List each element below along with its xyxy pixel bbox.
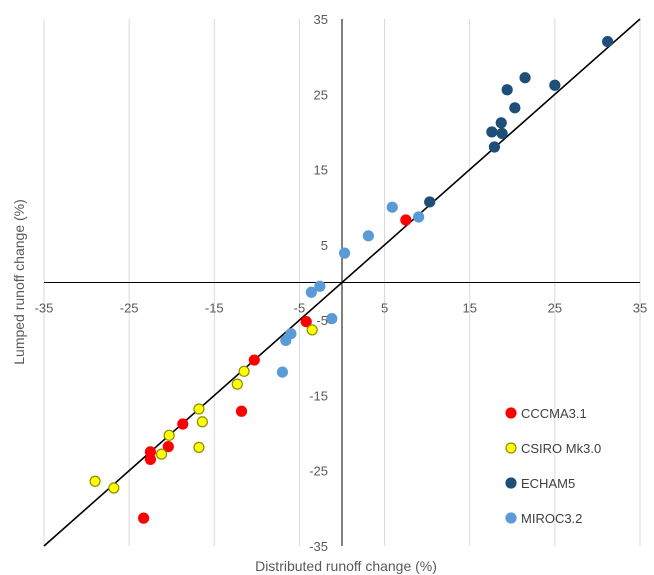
data-point <box>386 201 398 213</box>
reference-line-group <box>43 18 641 547</box>
data-point <box>549 79 561 91</box>
data-point <box>177 418 189 430</box>
data-point <box>486 126 498 138</box>
legend: CCCMA3.1 CSIRO Mk3.0 ECHAM5 MIROC3.2 <box>505 406 601 526</box>
data-point <box>193 441 205 453</box>
x-tick-label: 35 <box>633 301 647 316</box>
data-point <box>162 441 174 453</box>
data-point <box>163 429 175 441</box>
data-point <box>155 448 168 460</box>
legend-label: CSIRO Mk3.0 <box>521 441 601 456</box>
legend-marker <box>505 477 517 489</box>
data-points <box>89 35 614 524</box>
x-tick-label: -5 <box>294 301 306 316</box>
data-point <box>238 365 250 377</box>
data-point <box>196 416 208 428</box>
y-tick-label: 5 <box>321 238 328 253</box>
legend-marker <box>505 407 517 419</box>
data-point <box>276 366 288 378</box>
y-tick-label: -5 <box>316 313 328 328</box>
data-point <box>495 117 507 129</box>
legend-label: ECHAM5 <box>521 476 575 491</box>
y-tick-label: 15 <box>314 163 328 178</box>
y-tick-label: -35 <box>309 539 328 554</box>
data-point <box>306 324 318 336</box>
data-point <box>400 214 412 226</box>
data-point <box>362 230 374 242</box>
data-point <box>248 354 260 366</box>
y-tick-label: 35 <box>314 12 328 27</box>
x-tick-label: -15 <box>205 301 224 316</box>
x-tick-label: 25 <box>548 301 562 316</box>
data-point <box>488 141 501 153</box>
data-point <box>231 378 243 390</box>
data-point <box>193 403 205 415</box>
data-point <box>519 72 531 84</box>
data-point <box>314 280 326 292</box>
legend-label: MIROC3.2 <box>521 511 582 526</box>
data-point <box>144 453 157 466</box>
data-point <box>300 316 312 328</box>
tick-labels: -35 -25 -15 -5 5 15 25 35 -35 -25 -15 -5 5 15 25 35 <box>35 12 648 554</box>
one-to-one-line <box>43 18 641 547</box>
data-point <box>338 247 351 259</box>
y-axis-title: Lumped runoff change (%) <box>11 199 27 365</box>
y-tick-label: 25 <box>314 87 328 102</box>
x-axis-title: Distributed runoff change (%) <box>255 558 437 574</box>
data-point <box>108 482 120 494</box>
legend-label: CCCMA3.1 <box>521 406 587 421</box>
data-point <box>496 127 508 140</box>
x-tick-label: -35 <box>35 301 54 316</box>
x-tick-label: 5 <box>381 301 388 316</box>
data-point <box>602 35 614 48</box>
data-point <box>413 211 425 223</box>
y-tick-label: -25 <box>309 464 328 479</box>
legend-marker <box>505 442 517 454</box>
data-point <box>326 313 338 325</box>
x-tick-label: -25 <box>120 301 139 316</box>
axis-titles: Distributed runoff change (%) Lumped run… <box>11 199 437 574</box>
data-point <box>501 84 513 96</box>
data-point <box>89 475 101 487</box>
x-tick-label: 15 <box>462 301 476 316</box>
data-point <box>280 334 292 347</box>
data-point <box>235 405 248 417</box>
data-point <box>509 102 521 114</box>
legend-marker <box>505 512 517 524</box>
data-point <box>138 512 150 524</box>
y-tick-label: -15 <box>309 388 328 403</box>
data-point <box>424 196 436 208</box>
data-point <box>305 286 317 298</box>
